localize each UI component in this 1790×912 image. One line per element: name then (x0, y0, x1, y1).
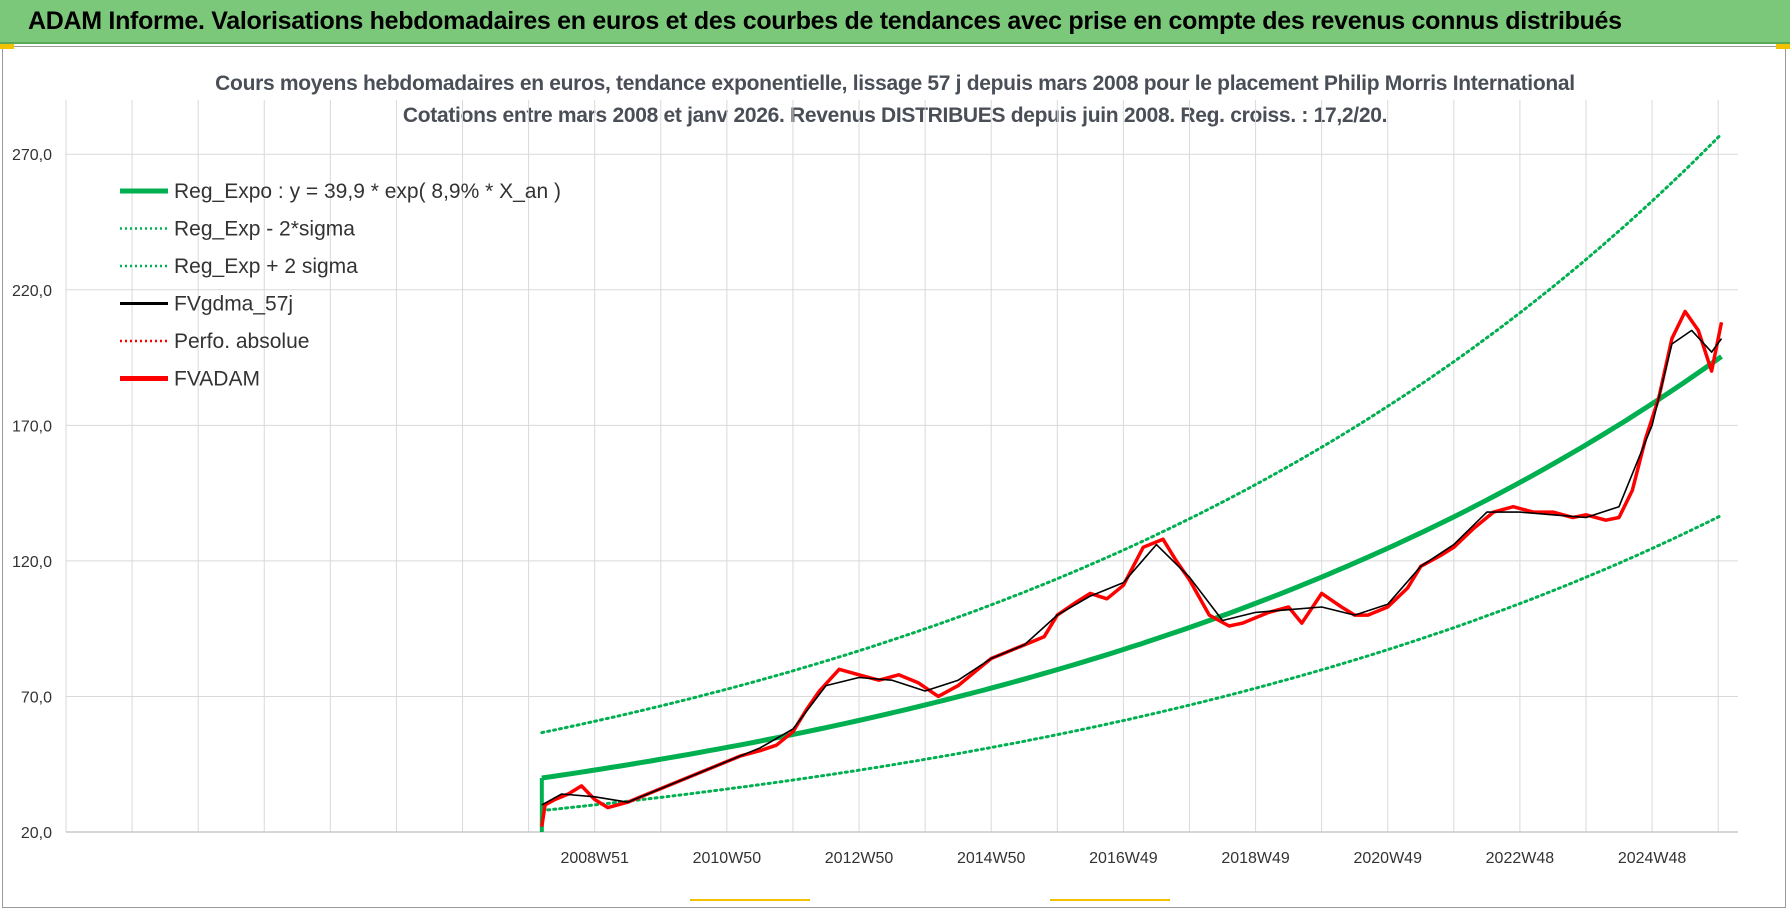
reg-expo-line (541, 354, 1723, 781)
corner-mark (0, 44, 14, 49)
corner-mark (1776, 44, 1790, 49)
y-tick-label: 70,0 (21, 689, 52, 706)
legend-label: Reg_Expo : y = 39,9 * exp( 8,9% * X_an ) (174, 180, 561, 203)
legend-label: Reg_Exp - 2*sigma (174, 218, 355, 241)
x-tick-label: 2010W50 (693, 850, 762, 867)
y-tick-label: 120,0 (12, 554, 52, 571)
y-tick-label: 220,0 (12, 283, 52, 300)
reg-exp-plus-2sigma-line (540, 132, 1723, 735)
x-tick-label: 2012W50 (825, 850, 894, 867)
y-tick-label: 170,0 (12, 418, 52, 435)
y-tick-label: 20,0 (21, 825, 52, 842)
chart-subtitle: Cotations entre mars 2008 et janv 2026. … (402, 104, 1388, 127)
bottom-mark (690, 899, 810, 901)
x-tick-label: 2016W49 (1089, 850, 1158, 867)
bottom-mark (1050, 899, 1170, 901)
y-tick-label: 270,0 (12, 147, 52, 164)
x-tick-label: 2014W50 (957, 850, 1026, 867)
legend-label: FVgdma_57j (174, 293, 293, 316)
legend-label: FVADAM (174, 368, 260, 391)
legend-label: Perfo. absolue (174, 330, 309, 353)
x-tick-label: 2020W49 (1353, 850, 1422, 867)
reg-exp-minus-2sigma-line (540, 513, 1723, 812)
x-tick-label: 2022W48 (1486, 850, 1555, 867)
top-banner: ADAM Informe. Valorisations hebdomadaire… (0, 0, 1790, 44)
legend-label: Reg_Exp + 2 sigma (174, 255, 358, 278)
fvgdma-57j-line (541, 329, 1723, 806)
x-tick-label: 2008W51 (560, 850, 629, 867)
x-tick-label: 2018W49 (1221, 850, 1290, 867)
banner-title: ADAM Informe. Valorisations hebdomadaire… (28, 7, 1622, 35)
x-tick-label: 2024W48 (1618, 850, 1687, 867)
chart-title: Cours moyens hebdomadaires en euros, ten… (215, 72, 1575, 95)
